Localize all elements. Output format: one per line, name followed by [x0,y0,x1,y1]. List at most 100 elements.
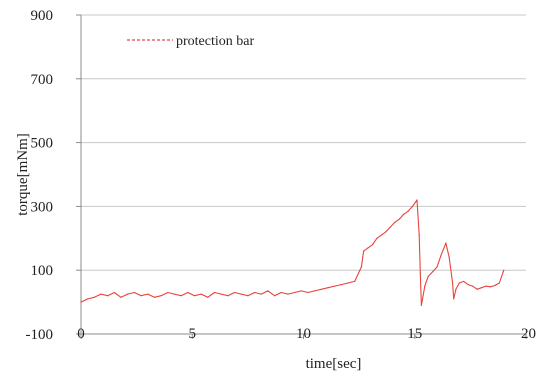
data-point [153,296,155,298]
series-line-0 [80,199,505,306]
data-point [340,284,342,286]
data-point [260,293,262,295]
data-point [432,271,434,273]
data-point [334,285,336,287]
series-lines [80,199,505,306]
data-point [300,290,302,292]
data-point [476,288,478,290]
data-point [120,296,122,298]
data-point [480,287,483,289]
data-point [448,256,450,258]
data-point [360,266,362,268]
data-point [420,304,422,306]
data-point [440,253,442,255]
data-point [458,282,460,284]
y-tick-label: 900 [31,8,54,24]
data-point [463,280,465,282]
data-point [498,282,500,284]
gridlines [81,14,526,271]
data-point [489,286,491,288]
y-tick-label: 500 [31,136,54,152]
data-point [100,293,102,295]
x-tick-label: 20 [521,326,536,342]
x-tick-labels: 0 5 10 15 20 [77,326,536,342]
data-point [173,293,175,295]
data-point [80,301,82,303]
data-point [371,244,374,246]
y-axis-title: torque[mNm] [15,133,31,215]
data-point [267,290,269,292]
data-point [220,293,222,295]
legend-label: protection bar [176,34,254,49]
x-axis-title: time[sec] [306,356,362,372]
data-point [411,205,414,207]
data-point [294,291,296,294]
data-point [274,295,276,297]
data-point [240,293,242,295]
data-point [147,293,149,295]
data-point [427,276,429,278]
y-tick-label: 100 [31,263,54,279]
x-tick-label: 10 [296,326,311,342]
data-point [452,282,454,284]
x-tick-label: 15 [407,326,422,342]
y-tick-labels: -100 100 300 500 700 900 [26,8,81,343]
axes [80,15,526,335]
data-point [207,296,209,298]
data-point [363,250,365,252]
data-point [347,282,349,284]
data-point [453,298,455,300]
data-point [403,213,405,215]
data-point [380,234,382,236]
data-point [354,280,356,282]
data-point [472,285,474,287]
data-point [485,285,487,287]
data-point [93,296,95,298]
data-point [247,295,249,297]
data-point [213,291,216,294]
data-point [398,218,400,220]
data-point [385,231,387,233]
data-point [254,291,256,294]
data-point [87,298,89,300]
data-point [107,295,109,297]
data-point [436,266,438,268]
legend: protection bar [127,34,254,49]
data-point [367,247,369,249]
data-point [455,288,457,290]
data-point [113,291,115,294]
data-point [127,293,129,295]
y-tick-label: -100 [26,327,54,343]
data-point [193,295,196,297]
data-point [416,199,418,201]
data-point [467,284,469,286]
data-point [140,295,142,297]
data-point [287,293,289,295]
data-point [320,288,322,290]
data-point [376,237,378,239]
data-point [160,295,162,297]
data-point [307,291,309,294]
data-point [133,291,135,294]
data-point [180,295,182,297]
data-point [200,293,202,295]
data-point [424,285,426,287]
data-point [503,269,505,271]
data-point [389,226,391,228]
y-tick-label: 700 [31,72,54,88]
data-point [494,284,496,287]
x-tick-label: 5 [189,326,197,342]
data-point [394,221,396,223]
data-point [419,272,421,274]
data-point [233,291,236,294]
data-point [407,210,409,212]
data-point [418,234,420,236]
data-point [314,290,316,292]
data-point [445,242,447,244]
y-tick-label: 300 [31,199,54,215]
data-point [280,291,282,294]
x-tick-label: 0 [77,326,85,342]
data-point [327,287,329,289]
data-point [167,291,169,294]
